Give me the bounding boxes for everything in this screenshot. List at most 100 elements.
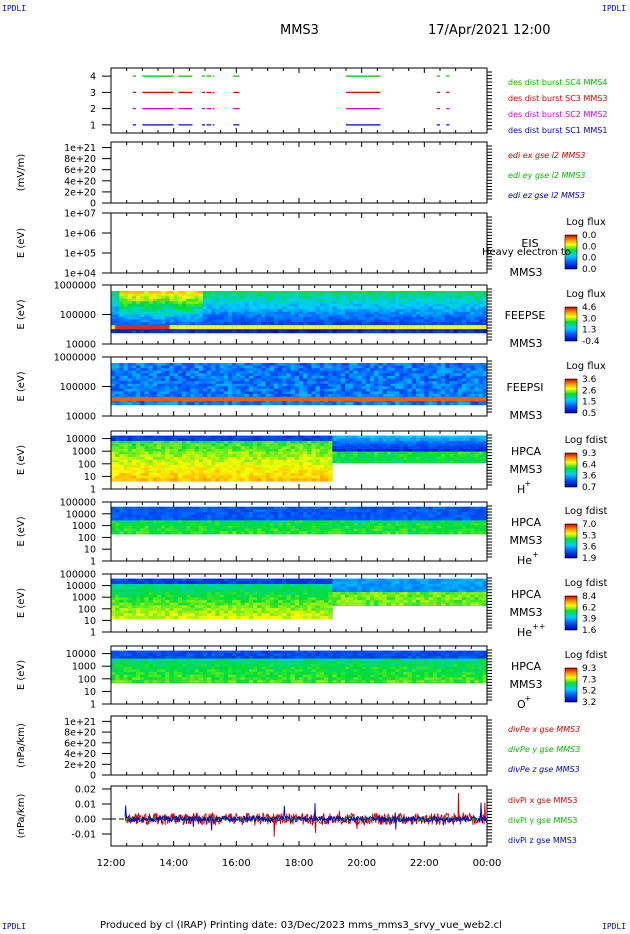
heatmap-cell — [236, 531, 241, 535]
heatmap-cell — [319, 316, 325, 321]
heatmap-cell — [332, 378, 337, 382]
heatmap-cell — [140, 462, 145, 466]
heatmap-cell — [311, 293, 317, 297]
heatmap-cell — [165, 298, 170, 303]
heatmap-cell — [119, 435, 124, 439]
heatmap-cell — [436, 459, 442, 463]
heatmap-cell — [265, 319, 271, 323]
heatmap-cell — [198, 391, 204, 395]
heatmap-cell — [278, 523, 283, 527]
heatmap-cell — [236, 319, 241, 323]
heatmap-cell — [365, 531, 371, 535]
heatmap-cell — [269, 306, 275, 310]
heatmap-cell — [315, 298, 321, 303]
heatmap-cell — [240, 451, 246, 455]
heatmap-cell — [190, 523, 195, 527]
heatmap-cell — [478, 301, 484, 305]
heatmap-cell — [319, 465, 325, 469]
heatmap-cell — [148, 441, 154, 445]
heatmap-cell — [152, 525, 158, 529]
heatmap-cell — [424, 311, 429, 316]
heatmap-cell — [416, 311, 421, 316]
heatmap-cell — [152, 467, 158, 471]
heatmap-cell — [299, 517, 304, 521]
heatmap-cell — [123, 457, 129, 461]
heatmap-cell — [144, 329, 149, 334]
heatmap-cell — [232, 311, 237, 316]
heatmap-cell — [453, 441, 459, 445]
heatmap-cell — [466, 370, 471, 375]
heatmap-cell — [119, 531, 124, 535]
heatmap-cell — [202, 383, 208, 388]
heatmap-cell — [136, 446, 141, 450]
heatmap-cell — [140, 370, 145, 375]
heatmap-cell — [219, 506, 225, 510]
heatmap-cell — [361, 322, 367, 326]
heatmap-cell — [198, 329, 204, 334]
heatmap-cell — [370, 298, 375, 303]
heatmap-cell — [286, 386, 292, 390]
heatmap-cell — [466, 386, 471, 390]
heatmap-cell — [269, 316, 275, 321]
heatmap-cell — [123, 306, 129, 310]
heatmap-cell — [361, 298, 367, 303]
heatmap-cell — [182, 449, 187, 453]
heatmap-cell — [286, 520, 292, 524]
heatmap-cell — [457, 314, 463, 318]
heatmap-cell — [474, 316, 480, 321]
heatmap-cell — [131, 528, 137, 532]
heatmap-cell — [290, 383, 296, 388]
heatmap-cell — [374, 435, 379, 439]
heatmap-cell — [474, 309, 480, 313]
heatmap-cell — [202, 309, 208, 313]
heatmap-cell — [240, 509, 246, 513]
heatmap-cell — [303, 373, 308, 377]
heatmap-cell — [207, 381, 212, 385]
heatmap-cell — [123, 449, 129, 453]
heatmap-cell — [399, 309, 404, 313]
heatmap-cell — [228, 525, 233, 529]
heatmap-cell — [127, 517, 133, 521]
heatmap-cell — [441, 435, 446, 439]
heatmap-cell — [478, 373, 484, 377]
heatmap-cell — [194, 298, 200, 303]
heatmap-cell — [123, 509, 129, 513]
heatmap-cell — [361, 329, 367, 334]
heatmap-cell — [244, 531, 250, 535]
heatmap-cell — [144, 291, 149, 295]
heatmap-cell — [240, 293, 246, 297]
heatmap-cell — [198, 368, 204, 372]
heatmap-cell — [445, 329, 450, 334]
heatmap-cell — [328, 309, 333, 313]
heatmap-cell — [269, 363, 275, 367]
heatmap-cell — [148, 386, 154, 390]
heatmap-cell — [461, 291, 467, 295]
heatmap-cell — [349, 316, 354, 321]
heatmap-cell — [131, 449, 137, 453]
heatmap-cell — [257, 457, 262, 461]
heatmap-cell — [190, 319, 195, 323]
heatmap-cell — [340, 363, 346, 367]
heatmap-cell — [248, 298, 254, 303]
heatmap-cell — [432, 370, 438, 375]
heatmap-cell — [127, 316, 133, 321]
heatmap-cell — [370, 368, 375, 372]
heatmap-cell — [123, 506, 129, 510]
heatmap-cell — [407, 381, 413, 385]
heatmap-cell — [436, 394, 442, 398]
heatmap-cell — [290, 467, 296, 471]
heatmap-cell — [299, 470, 304, 474]
heatmap-cell — [248, 306, 254, 310]
heatmap-cell — [211, 451, 216, 455]
heatmap-cell — [399, 314, 404, 318]
heatmap-cell — [290, 319, 296, 323]
heatmap-cell — [340, 459, 346, 463]
heatmap-cell — [136, 375, 141, 380]
heatmap-cell — [186, 365, 191, 369]
heatmap-cell — [445, 363, 450, 367]
heatmap-cell — [470, 438, 475, 442]
heatmap-cell — [253, 291, 258, 295]
heatmap-cell — [315, 520, 321, 524]
heatmap-cell — [219, 449, 225, 453]
heatmap-cell — [282, 296, 287, 300]
